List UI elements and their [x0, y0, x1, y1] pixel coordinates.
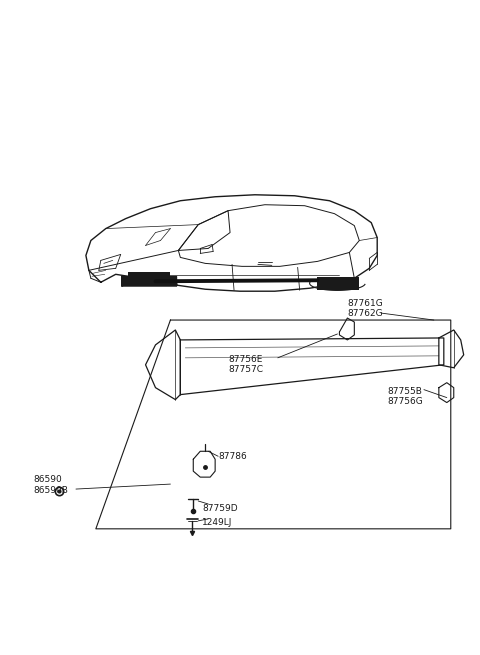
Text: 87756E: 87756E: [228, 355, 263, 364]
Text: 87757C: 87757C: [228, 365, 263, 374]
Text: 87786: 87786: [218, 452, 247, 461]
Text: 86590B: 86590B: [33, 486, 68, 495]
Text: 87755B: 87755B: [387, 386, 422, 396]
Text: 86590: 86590: [33, 475, 62, 484]
Text: 87756G: 87756G: [387, 396, 423, 405]
Text: 87761G: 87761G: [348, 299, 383, 308]
Text: 1249LJ: 1249LJ: [202, 518, 233, 527]
Text: 87762G: 87762G: [348, 309, 383, 318]
Text: 87759D: 87759D: [202, 504, 238, 513]
